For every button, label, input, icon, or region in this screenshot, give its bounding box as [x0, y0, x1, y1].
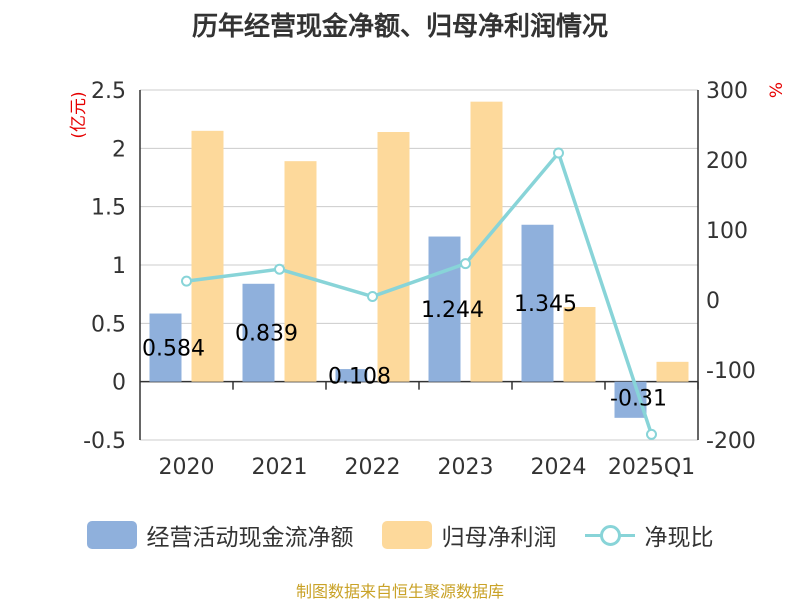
y-right-tick-label: -100: [706, 359, 756, 384]
y-right-tick-label: 100: [706, 219, 748, 244]
bar-net-profit: [470, 101, 503, 382]
x-tick-label: 2023: [438, 455, 494, 480]
y-left-tick-label: 2.5: [91, 79, 126, 104]
x-tick-label: 2022: [345, 455, 401, 480]
y-left-tick-label: 2: [112, 137, 126, 162]
y-left-tick-label: 0: [112, 371, 126, 396]
legend-item-profit[interactable]: 归母净利润: [381, 518, 557, 552]
y-right-unit: %: [767, 82, 787, 98]
ratio-point: [553, 147, 564, 159]
bar-net-profit: [563, 307, 596, 382]
ratio-line: [186, 149, 654, 435]
bar-net-profit: [191, 130, 224, 382]
bar-data-label: 0.839: [235, 322, 298, 347]
ratio-point: [181, 275, 192, 287]
data-source-note: 制图数据来自恒生聚源数据库: [295, 582, 504, 601]
legend-swatch-ratio: [584, 521, 635, 549]
bar-net-profit: [656, 361, 689, 382]
y-left-tick-label: 1.5: [91, 196, 126, 221]
ratio-point: [646, 428, 657, 440]
y-left-tick-label: -0.5: [83, 429, 126, 454]
legend-label-ratio: 净现比: [644, 525, 714, 551]
y-left-unit: (亿元): [69, 91, 89, 138]
ratio-point: [274, 263, 285, 275]
x-tick-label: 2025Q1: [608, 455, 695, 480]
bar-data-label: 1.345: [514, 292, 577, 317]
bar-data-label: -0.31: [610, 387, 667, 412]
legend-label-cashflow: 经营活动现金流净额: [146, 525, 354, 551]
x-tick-label: 2024: [531, 455, 587, 480]
legend-swatch-profit: [381, 521, 432, 549]
legend-label-profit: 归母净利润: [441, 525, 557, 551]
bar-cashflow: [521, 224, 554, 382]
y-right-tick-label: 0: [706, 289, 720, 314]
bar-data-label: 1.244: [421, 298, 484, 323]
bar-data-label: 0.108: [328, 364, 391, 389]
bar-cashflow: [335, 369, 368, 382]
x-tick-label: 2021: [252, 455, 308, 480]
y-right-tick-label: 300: [706, 79, 748, 104]
chart-title: 历年经营现金净额、归母净利润情况: [191, 12, 608, 42]
ratio-point: [367, 291, 378, 302]
ratio-point: [460, 258, 471, 270]
bar-cashflow: [242, 283, 275, 382]
x-tick-label: 2020: [159, 455, 215, 480]
chart-canvas: 2.5 2 1.5 1 0.5 0 -0.5 300 200 100 0 -100 -200 (亿元)% 2…: [69, 79, 787, 480]
legend-item-cashflow[interactable]: 经营活动现金流净额: [86, 518, 354, 552]
bar-cashflow: [149, 313, 182, 382]
bar-cashflow: [428, 236, 461, 382]
bar-data-label: 0.584: [142, 337, 205, 362]
legend-swatch-cashflow: [86, 521, 137, 549]
bar-net-profit: [377, 132, 410, 382]
y-right-tick-label: -200: [706, 429, 756, 454]
y-left-tick-label: 1: [112, 254, 126, 279]
legend-item-ratio[interactable]: 净现比: [584, 518, 714, 552]
y-right-tick-label: 200: [706, 149, 748, 174]
legend: 经营活动现金流净额 归母净利润 净现比: [0, 515, 800, 555]
y-left-tick-label: 0.5: [91, 312, 126, 337]
